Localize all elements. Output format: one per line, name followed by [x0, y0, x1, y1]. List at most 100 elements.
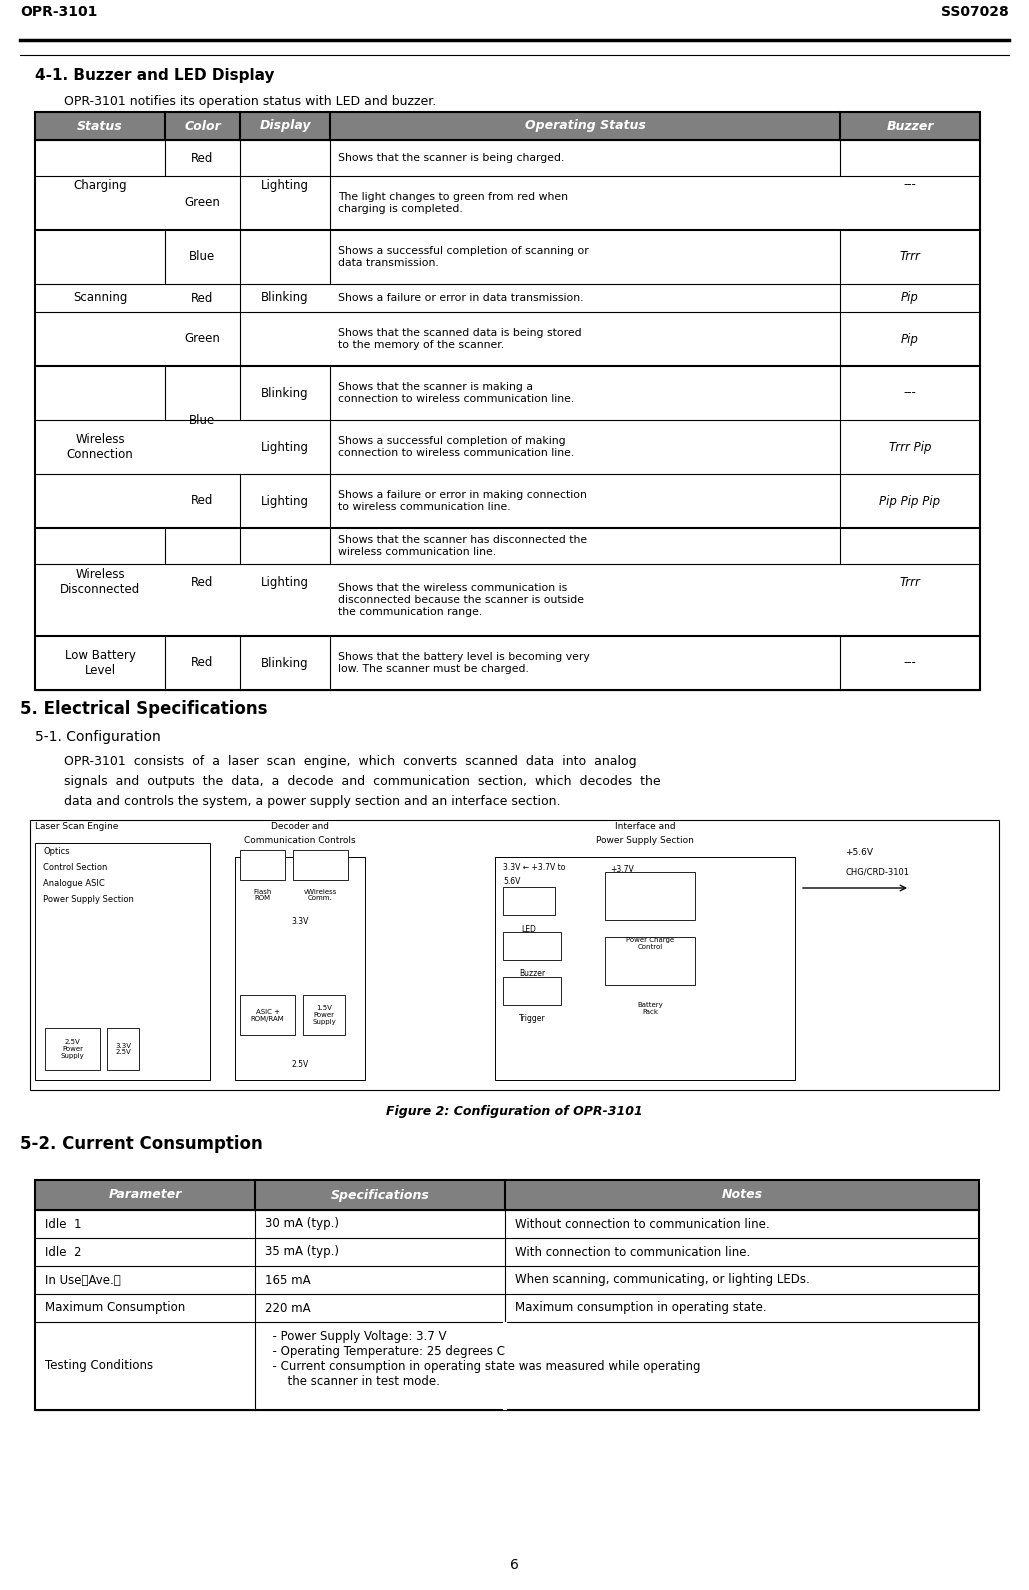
- Text: Trrr: Trrr: [899, 576, 920, 588]
- Text: Red: Red: [191, 576, 214, 588]
- Text: Idle  2: Idle 2: [45, 1245, 81, 1259]
- Text: Color: Color: [184, 119, 221, 132]
- Text: Without connection to communication line.: Without connection to communication line…: [514, 1218, 770, 1231]
- Text: 5. Electrical Specifications: 5. Electrical Specifications: [20, 700, 268, 719]
- Text: Wireless
Connection: Wireless Connection: [67, 432, 134, 461]
- Text: Blue: Blue: [189, 251, 216, 264]
- Bar: [293, 851, 348, 879]
- Text: Maximum Consumption: Maximum Consumption: [45, 1302, 185, 1315]
- Text: 2.5V: 2.5V: [291, 1061, 309, 1068]
- Text: Green: Green: [184, 332, 220, 345]
- Text: Specifications: Specifications: [330, 1188, 429, 1202]
- Text: Scanning: Scanning: [73, 291, 128, 305]
- Text: Lighting: Lighting: [261, 440, 309, 453]
- Bar: [503, 976, 561, 1005]
- Text: Maximum consumption in operating state.: Maximum consumption in operating state.: [514, 1302, 767, 1315]
- Text: Display: Display: [259, 119, 311, 132]
- Text: Shows a failure or error in making connection
to wireless communication line.: Shows a failure or error in making conne…: [338, 490, 587, 512]
- Bar: [45, 1029, 100, 1070]
- Text: Shows that the scanner is being charged.: Shows that the scanner is being charged.: [338, 153, 564, 164]
- Text: Wireless
Disconnected: Wireless Disconnected: [60, 568, 140, 596]
- Text: Shows that the scanner is making a
connection to wireless communication line.: Shows that the scanner is making a conne…: [338, 382, 574, 404]
- Text: Blue: Blue: [189, 413, 216, 426]
- Text: data and controls the system, a power supply section and an interface section.: data and controls the system, a power su…: [64, 795, 561, 808]
- Text: Red: Red: [191, 291, 214, 305]
- Bar: [35, 1180, 979, 1210]
- Bar: [503, 932, 561, 960]
- Text: Analogue ASIC: Analogue ASIC: [43, 879, 105, 887]
- Bar: [495, 857, 795, 1080]
- Text: Power Supply Section: Power Supply Section: [596, 836, 694, 844]
- Bar: [35, 111, 980, 140]
- Text: Status: Status: [77, 119, 122, 132]
- Text: Shows that the wireless communication is
disconnected because the scanner is out: Shows that the wireless communication is…: [338, 584, 584, 617]
- Text: +5.6V: +5.6V: [845, 847, 873, 857]
- Text: 30 mA (typ.): 30 mA (typ.): [265, 1218, 339, 1231]
- Text: Trrr Pip: Trrr Pip: [889, 440, 931, 453]
- Text: Trigger: Trigger: [519, 1014, 545, 1024]
- Text: Shows a successful completion of making
connection to wireless communication lin: Shows a successful completion of making …: [338, 436, 574, 458]
- Text: 3.3V
2.5V: 3.3V 2.5V: [115, 1043, 131, 1056]
- Text: ---: ---: [903, 386, 917, 399]
- Text: Figure 2: Configuration of OPR-3101: Figure 2: Configuration of OPR-3101: [386, 1105, 642, 1118]
- Text: Blinking: Blinking: [261, 291, 309, 305]
- Bar: [35, 843, 210, 1080]
- Text: Lighting: Lighting: [261, 178, 309, 191]
- Bar: [605, 937, 695, 984]
- Text: Red: Red: [191, 657, 214, 669]
- Text: Pip: Pip: [901, 291, 919, 305]
- Text: Lighting: Lighting: [261, 576, 309, 588]
- Text: 3.3V: 3.3V: [291, 917, 309, 925]
- Text: Buzzer: Buzzer: [886, 119, 933, 132]
- Text: ASIC +
ROM/RAM: ASIC + ROM/RAM: [251, 1008, 284, 1021]
- Bar: [235, 857, 365, 1080]
- Text: Testing Conditions: Testing Conditions: [45, 1359, 153, 1372]
- Text: Lighting: Lighting: [261, 494, 309, 507]
- Text: Green: Green: [184, 197, 220, 210]
- Text: Optics: Optics: [43, 847, 70, 855]
- Text: The light changes to green from red when
charging is completed.: The light changes to green from red when…: [338, 192, 568, 213]
- Text: 1.5V
Power
Supply: 1.5V Power Supply: [312, 1005, 335, 1026]
- Text: CHG/CRD-3101: CHG/CRD-3101: [845, 868, 909, 878]
- Text: 6: 6: [509, 1558, 519, 1573]
- Text: +3.7V: +3.7V: [610, 865, 634, 874]
- Text: OPR-3101 notifies its operation status with LED and buzzer.: OPR-3101 notifies its operation status w…: [64, 95, 436, 108]
- Text: 5.6V: 5.6V: [503, 878, 521, 886]
- Text: Decoder and: Decoder and: [271, 822, 329, 832]
- Text: Interface and: Interface and: [614, 822, 675, 832]
- Bar: [240, 995, 295, 1035]
- Text: 3.3V ← +3.7V to: 3.3V ← +3.7V to: [503, 863, 565, 871]
- Text: Laser Scan Engine: Laser Scan Engine: [35, 822, 118, 832]
- Text: ---: ---: [903, 657, 917, 669]
- Text: When scanning, communicating, or lighting LEDs.: When scanning, communicating, or lightin…: [514, 1274, 810, 1286]
- Bar: [240, 851, 285, 879]
- Text: Blinking: Blinking: [261, 386, 309, 399]
- Text: vWireless
Comm.: vWireless Comm.: [304, 889, 338, 902]
- Text: signals  and  outputs  the  data,  a  decode  and  communication  section,  whic: signals and outputs the data, a decode a…: [64, 774, 661, 789]
- Text: Control Section: Control Section: [43, 863, 107, 871]
- Text: 4-1. Buzzer and LED Display: 4-1. Buzzer and LED Display: [35, 68, 275, 83]
- Bar: [605, 871, 695, 921]
- Bar: [303, 995, 345, 1035]
- Text: Shows that the scanned data is being stored
to the memory of the scanner.: Shows that the scanned data is being sto…: [338, 328, 581, 350]
- Text: Trrr: Trrr: [899, 251, 920, 264]
- Text: 220 mA: 220 mA: [265, 1302, 311, 1315]
- Text: In Use（Ave.）: In Use（Ave.）: [45, 1274, 120, 1286]
- Text: Red: Red: [191, 151, 214, 164]
- Text: ---: ---: [903, 178, 917, 191]
- Text: Flash
ROM: Flash ROM: [253, 889, 272, 902]
- Text: SS07028: SS07028: [942, 5, 1009, 19]
- Text: Notes: Notes: [721, 1188, 762, 1202]
- Text: Idle  1: Idle 1: [45, 1218, 81, 1231]
- Text: Shows that the battery level is becoming very
low. The scanner must be charged.: Shows that the battery level is becoming…: [338, 652, 590, 674]
- Text: With connection to communication line.: With connection to communication line.: [514, 1245, 750, 1259]
- Bar: [107, 1029, 139, 1070]
- Text: Shows a failure or error in data transmission.: Shows a failure or error in data transmi…: [338, 293, 583, 304]
- Text: - Power Supply Voltage: 3.7 V
  - Operating Temperature: 25 degrees C
  - Curren: - Power Supply Voltage: 3.7 V - Operatin…: [265, 1329, 701, 1388]
- Text: Power Charge
Control: Power Charge Control: [626, 938, 674, 951]
- Text: Battery
Pack: Battery Pack: [637, 1003, 663, 1016]
- Text: Low Battery
Level: Low Battery Level: [65, 649, 136, 677]
- Text: Blinking: Blinking: [261, 657, 309, 669]
- Bar: [35, 1210, 979, 1410]
- Text: Communication Controls: Communication Controls: [244, 836, 356, 844]
